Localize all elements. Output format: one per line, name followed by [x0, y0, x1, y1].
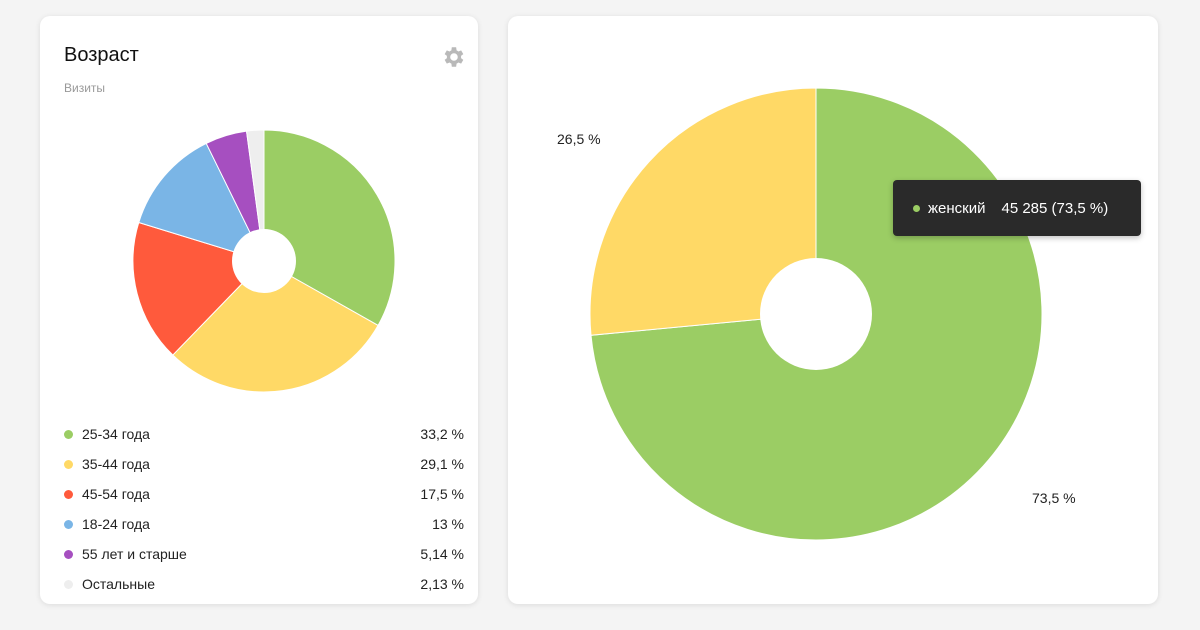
age-widget-card: Возраст Визиты 25-34 года 33,2 % 35-44 год… [40, 16, 478, 604]
legend-item[interactable]: 18-24 года 13 % [64, 509, 464, 539]
legend-color-dot [64, 519, 73, 529]
legend-label: 55 лет и старше [82, 546, 187, 562]
age-slice-0[interactable] [263, 129, 396, 327]
legend-label: 45-54 года [82, 486, 150, 502]
legend-item[interactable]: 55 лет и старше 5,14 % [64, 539, 464, 569]
age-pie-chart [132, 129, 396, 393]
tooltip-series-name: женский [928, 199, 986, 217]
widget-subtitle: Визиты [64, 81, 106, 95]
legend-color-dot [64, 549, 73, 559]
slice-label-green: 73,5 % [1032, 490, 1076, 506]
legend-value: 5,14 % [420, 546, 464, 562]
legend-color-dot [64, 489, 73, 499]
legend-color-dot [64, 579, 73, 589]
legend-item[interactable]: 35-44 года 29,1 % [64, 449, 464, 479]
legend-label: Остальные [82, 576, 155, 592]
widget-title: Возраст [64, 44, 139, 66]
age-slice-3[interactable] [138, 142, 265, 262]
tooltip-value: 45 285 (73,5 %) [1001, 199, 1109, 217]
age-slice-2[interactable] [132, 221, 265, 356]
age-slice-1[interactable] [172, 260, 379, 393]
age-legend: 25-34 года 33,2 % 35-44 года 29,1 % 45-54 го… [64, 419, 464, 599]
tooltip-color-dot [913, 204, 920, 212]
legend-value: 17,5 % [420, 486, 464, 502]
legend-color-dot [64, 429, 73, 439]
legend-item[interactable]: 25-34 года 33,2 % [64, 419, 464, 449]
legend-label: 18-24 года [82, 516, 150, 532]
legend-item[interactable]: 45-54 года 17,5 % [64, 479, 464, 509]
age-slice-5[interactable] [245, 129, 265, 262]
legend-value: 29,1 % [420, 456, 464, 472]
gender-pie-chart [589, 87, 1043, 541]
gender-donut-hole [760, 258, 872, 370]
legend-color-dot [64, 459, 73, 469]
age-donut-hole [232, 229, 296, 293]
legend-label: 25-34 года [82, 426, 150, 442]
legend-value: 33,2 % [420, 426, 464, 442]
legend-value: 2,13 % [420, 576, 464, 592]
legend-item[interactable]: Остальные 2,13 % [64, 569, 464, 599]
gender-slice-1[interactable] [589, 87, 817, 336]
chart-tooltip: женский 45 285 (73,5 %) [893, 180, 1141, 236]
slice-label-yellow: 26,5 % [557, 131, 601, 147]
legend-label: 35-44 года [82, 456, 150, 472]
legend-value: 13 % [432, 516, 464, 532]
gender-widget-card: 26,5 % 73,5 % женский 45 285 (73,5 %) [508, 16, 1158, 604]
gear-icon[interactable] [440, 44, 466, 70]
